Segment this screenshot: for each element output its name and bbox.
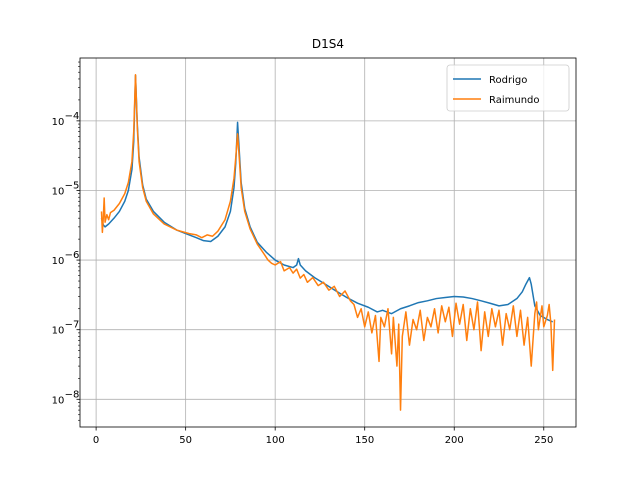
y-tick-exponent: −4 [65, 111, 80, 122]
legend: Rodrigo Raimundo [446, 64, 570, 112]
plot-frame [79, 57, 577, 428]
y-tick-exponent: −6 [65, 250, 80, 261]
y-tick-exponent: −8 [65, 389, 80, 400]
x-tick-label: 0 [93, 435, 99, 446]
y-tick-exponent: −7 [65, 320, 80, 331]
y-tick-label: 10 [52, 117, 65, 128]
x-tick-label: 200 [445, 435, 464, 446]
y-tick-exponent: −5 [65, 180, 80, 191]
series-line-raimundo [100, 73, 556, 411]
legend-label-rodrigo: Rodrigo [489, 75, 527, 86]
grid-lines [80, 58, 576, 427]
x-tick-label: 250 [534, 435, 553, 446]
legend-label-raimundo: Raimundo [489, 95, 540, 106]
x-tick-label: 150 [355, 435, 374, 446]
y-tick-label: 10 [52, 395, 65, 406]
x-tick-label: 100 [266, 435, 285, 446]
y-tick-label: 10 [52, 186, 65, 197]
x-tick-label: 50 [179, 435, 192, 446]
y-tick-label: 10 [52, 326, 65, 337]
plot-series [100, 73, 556, 411]
chart-title: D1S4 [312, 37, 344, 51]
y-tick-label: 10 [52, 256, 65, 267]
